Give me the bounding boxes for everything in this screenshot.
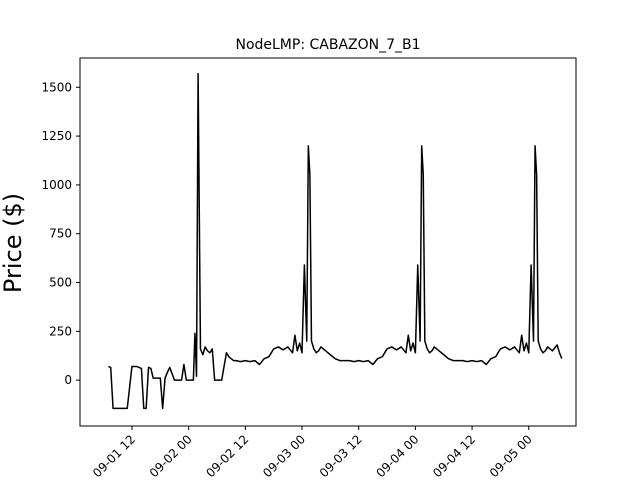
- x-tick-label: 09-03 00: [260, 432, 308, 480]
- plot-area: [108, 72, 563, 410]
- axes-frame: [79, 57, 577, 427]
- x-tick-label: 09-02 00: [147, 432, 195, 480]
- y-axis-label: Price ($): [0, 193, 27, 293]
- x-tick-label: 09-03 12: [317, 432, 365, 480]
- x-axis: 09-01 12 09-02 00 09-02 12 09-03 00 09-03 12…: [90, 426, 535, 480]
- x-tick-label: 09-02 12: [203, 432, 251, 480]
- y-tick-label: 750: [49, 227, 72, 241]
- y-tick-label: 500: [49, 276, 72, 290]
- y-tick-label: 250: [49, 324, 72, 338]
- y-tick-label: 1000: [41, 178, 72, 192]
- y-tick-label: 0: [64, 373, 72, 387]
- series-line: [108, 72, 563, 410]
- x-tick-label: 09-01 12: [90, 432, 138, 480]
- y-tick-label: 1500: [41, 80, 72, 94]
- y-axis: 0 250 500 750 1000 1250 1500: [41, 80, 80, 387]
- x-tick-label: 09-05 00: [487, 432, 535, 480]
- y-tick-label: 1250: [41, 129, 72, 143]
- x-tick-label: 09-04 00: [373, 432, 421, 480]
- chart-title: NodeLMP: CABAZON_7_B1: [235, 37, 420, 53]
- x-tick-label: 09-04 12: [430, 432, 478, 480]
